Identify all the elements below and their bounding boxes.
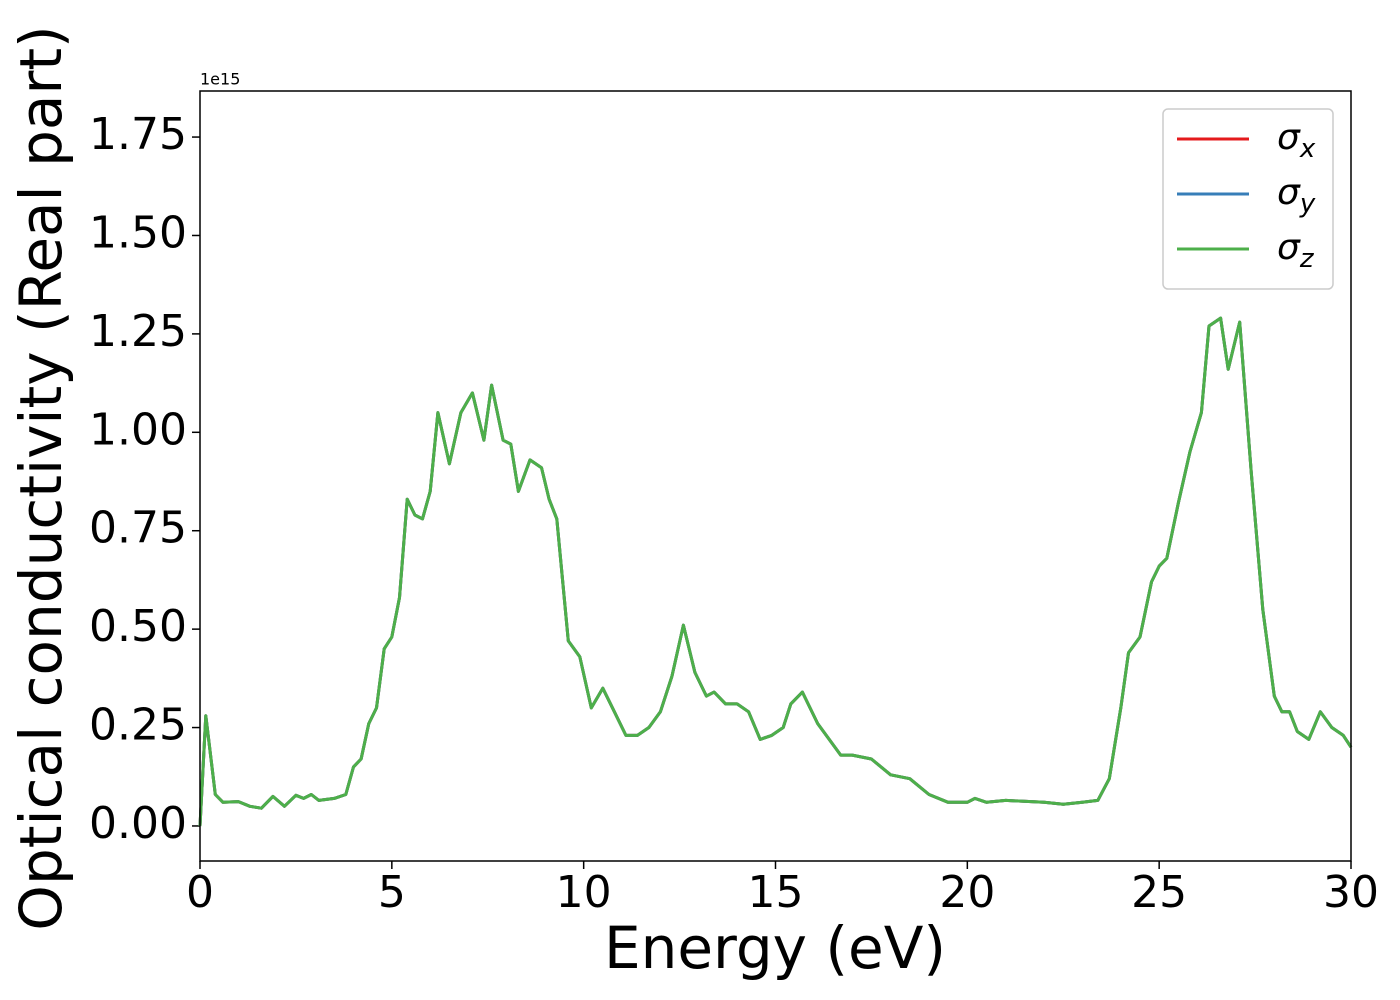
series-line <box>198 316 1353 827</box>
y-offset-text: 1e15 <box>200 70 240 89</box>
x-axis-label: Energy (eV) <box>604 914 946 982</box>
y-tick-label: 1.25 <box>89 306 187 357</box>
y-tick-label: 0.00 <box>89 798 187 849</box>
legend-label: σy <box>1277 172 1316 219</box>
series-line <box>198 316 1353 827</box>
x-tick-label: 5 <box>378 867 406 918</box>
series-line <box>198 316 1353 827</box>
plot-frame <box>199 90 1352 862</box>
x-tick-label: 10 <box>556 867 612 918</box>
legend-label: σx <box>1277 117 1316 164</box>
y-axis-label: Optical conductivity (Real part) <box>7 25 75 930</box>
x-tick-label: 15 <box>748 867 804 918</box>
y-tick-label: 0.75 <box>89 503 187 554</box>
y-tick-label: 1.50 <box>89 207 187 258</box>
y-tick-label: 1.75 <box>89 109 187 160</box>
y-tick-label: 0.25 <box>89 700 187 751</box>
x-tick-label: 25 <box>1131 867 1187 918</box>
legend-label: σz <box>1277 227 1315 274</box>
x-tick-label: 0 <box>186 867 214 918</box>
x-tick-label: 20 <box>939 867 995 918</box>
y-tick-label: 1.00 <box>89 404 187 455</box>
y-tick-label: 0.50 <box>89 601 187 652</box>
x-tick-label: 30 <box>1323 867 1379 918</box>
legend-box <box>1162 108 1334 290</box>
